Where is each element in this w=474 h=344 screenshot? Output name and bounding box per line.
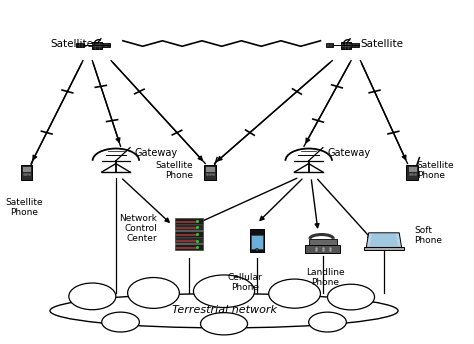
Bar — [251, 235, 263, 249]
Bar — [174, 218, 203, 224]
Text: Gateway: Gateway — [135, 148, 178, 158]
Bar — [176, 247, 197, 249]
Bar — [174, 231, 203, 237]
Bar — [176, 234, 197, 236]
Bar — [204, 165, 216, 180]
Text: Terrestrial network: Terrestrial network — [172, 305, 276, 315]
Ellipse shape — [193, 275, 255, 308]
Bar — [22, 166, 31, 172]
Polygon shape — [370, 234, 398, 246]
Text: Satellite
Phone: Satellite Phone — [5, 198, 43, 217]
Text: Satellite: Satellite — [360, 39, 403, 49]
Text: Soft
Phone: Soft Phone — [415, 226, 443, 245]
Bar — [408, 166, 417, 172]
Text: Landline
Phone: Landline Phone — [306, 268, 345, 287]
Ellipse shape — [328, 284, 374, 310]
Bar — [309, 239, 337, 245]
Bar — [176, 227, 197, 229]
Bar — [174, 244, 203, 250]
Bar — [250, 229, 264, 251]
Ellipse shape — [269, 279, 320, 308]
Bar — [364, 247, 404, 250]
Bar — [305, 245, 340, 252]
Bar — [76, 43, 84, 47]
Bar — [176, 221, 197, 223]
Text: Network
Control
Center: Network Control Center — [119, 214, 157, 244]
Text: Cellular
Phone: Cellular Phone — [228, 273, 263, 292]
Bar — [351, 43, 359, 47]
Bar — [176, 240, 197, 242]
Polygon shape — [366, 233, 401, 247]
Bar — [92, 42, 102, 49]
Text: Satellite
Phone: Satellite Phone — [417, 161, 455, 180]
Circle shape — [255, 249, 259, 251]
Bar — [341, 42, 351, 49]
Ellipse shape — [128, 278, 179, 308]
Text: Satellite: Satellite — [50, 39, 93, 49]
Ellipse shape — [69, 283, 116, 310]
Ellipse shape — [201, 313, 247, 335]
Bar — [174, 224, 203, 230]
Bar — [20, 165, 32, 180]
Bar — [326, 43, 333, 47]
Bar — [205, 166, 215, 172]
Bar — [406, 165, 418, 180]
Text: Satellite
Phone: Satellite Phone — [156, 161, 193, 180]
Bar — [102, 43, 110, 47]
Text: Gateway: Gateway — [328, 148, 371, 158]
Ellipse shape — [50, 294, 398, 328]
Ellipse shape — [102, 312, 139, 332]
Ellipse shape — [309, 312, 346, 332]
Bar — [174, 237, 203, 244]
